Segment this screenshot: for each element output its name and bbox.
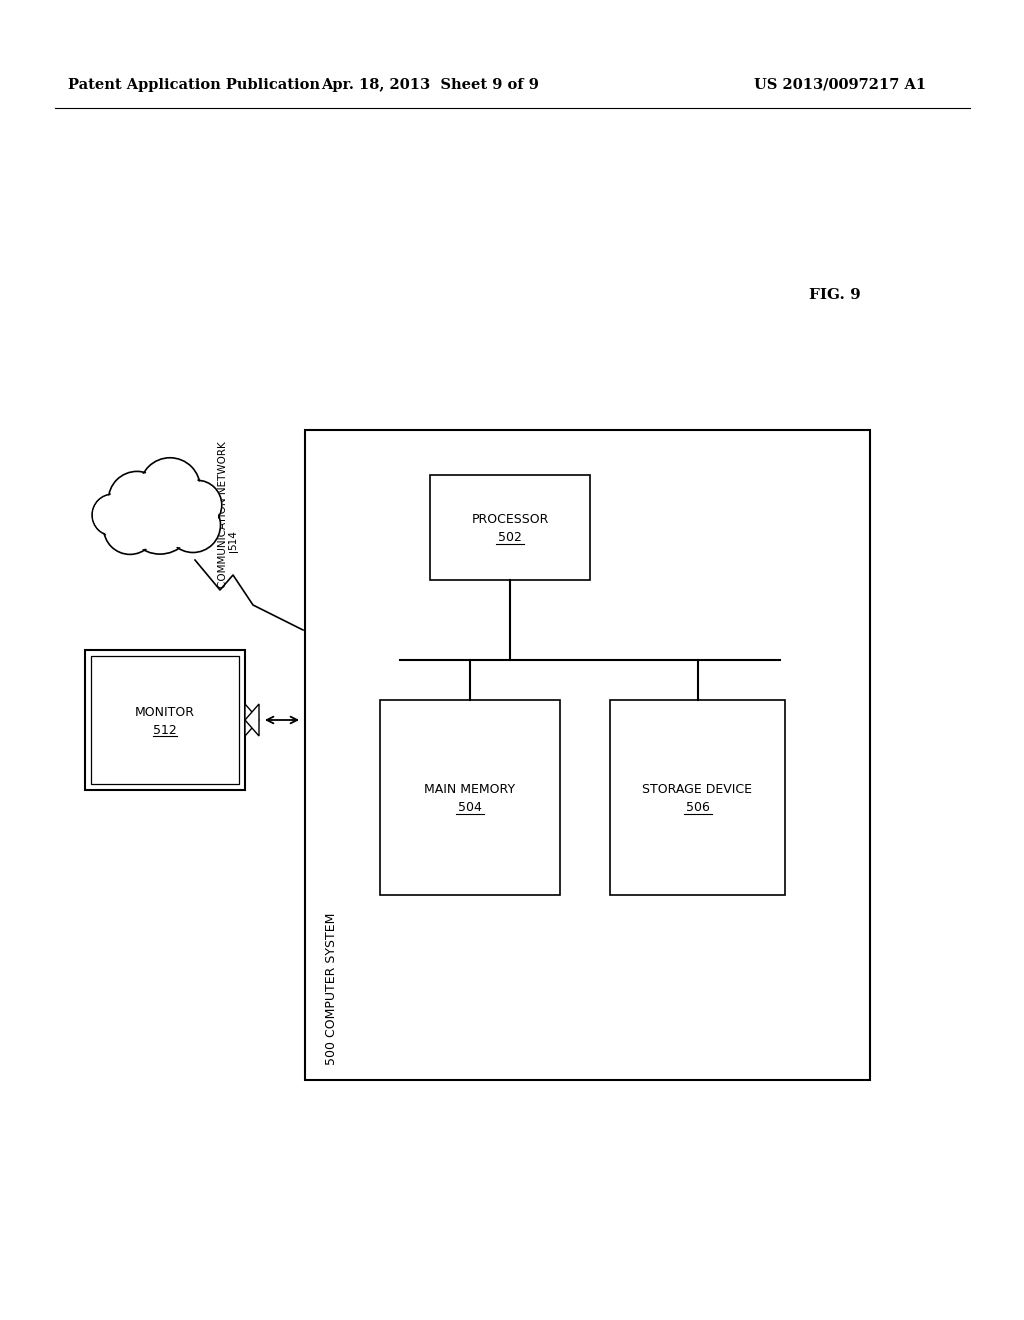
Circle shape [139, 458, 201, 519]
Circle shape [94, 496, 132, 535]
Text: FIG. 9: FIG. 9 [809, 288, 861, 302]
Circle shape [92, 494, 134, 536]
Circle shape [129, 488, 191, 552]
Circle shape [174, 482, 220, 528]
Text: PROCESSOR: PROCESSOR [471, 513, 549, 525]
Text: 504: 504 [458, 801, 482, 814]
Text: COMMUNICATION NETWORK: COMMUNICATION NETWORK [218, 442, 228, 589]
Text: 514: 514 [228, 531, 238, 550]
Bar [430, 475, 590, 579]
Text: MAIN MEMORY: MAIN MEMORY [424, 783, 515, 796]
Bar [305, 430, 870, 1080]
Circle shape [166, 498, 220, 553]
Text: 502: 502 [498, 531, 522, 544]
Text: Apr. 18, 2013  Sheet 9 of 9: Apr. 18, 2013 Sheet 9 of 9 [322, 78, 539, 92]
Bar [610, 700, 785, 895]
Text: STORAGE DEVICE: STORAGE DEVICE [642, 783, 753, 796]
Circle shape [142, 461, 198, 516]
Polygon shape [245, 704, 259, 737]
Circle shape [168, 500, 218, 550]
Circle shape [103, 502, 157, 554]
Text: 500 COMPUTER SYSTEM: 500 COMPUTER SYSTEM [325, 912, 338, 1065]
Bar [380, 700, 560, 895]
Text: Patent Application Publication: Patent Application Publication [68, 78, 319, 92]
Circle shape [126, 486, 195, 554]
Text: 506: 506 [685, 801, 710, 814]
Bar [91, 656, 239, 784]
Text: 512: 512 [154, 723, 177, 737]
Text: US 2013/0097217 A1: US 2013/0097217 A1 [754, 78, 926, 92]
Circle shape [109, 471, 166, 528]
Bar [85, 649, 245, 789]
Circle shape [172, 480, 222, 529]
Circle shape [111, 474, 163, 527]
Text: MONITOR: MONITOR [135, 705, 195, 718]
Polygon shape [245, 704, 259, 737]
Circle shape [105, 504, 155, 552]
